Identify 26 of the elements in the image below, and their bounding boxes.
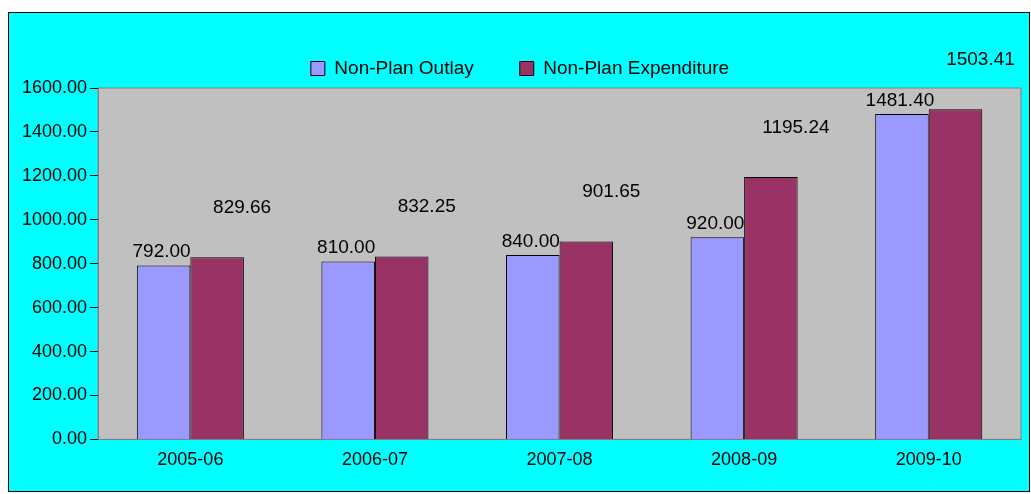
y-tick-label: 1000.00	[21, 208, 88, 229]
data-label: 920.00	[686, 212, 745, 234]
legend-label: Non-Plan Outlay	[334, 56, 475, 78]
x-tick-label: 2008-09	[711, 449, 778, 470]
data-label: 1503.41	[946, 47, 1015, 69]
y-tick-label: 200.00	[32, 384, 88, 405]
data-label: 840.00	[501, 229, 560, 251]
y-tick-label: 800.00	[32, 252, 88, 273]
data-label: 810.00	[317, 236, 376, 258]
legend-label: Non-Plan Expenditure	[543, 56, 730, 78]
data-label: 792.00	[132, 240, 191, 262]
data-label: 1195.24	[762, 115, 830, 137]
y-tick-label: 1400.00	[21, 120, 88, 141]
x-tick-label: 2007-08	[526, 449, 593, 470]
y-tick-label: 600.00	[32, 296, 88, 317]
y-tick-label: 1200.00	[21, 164, 88, 185]
data-label: 829.66	[213, 195, 272, 217]
data-label: 832.25	[397, 195, 456, 217]
y-tick-label: 0.00	[52, 428, 88, 449]
x-tick-label: 2009-10	[895, 449, 962, 470]
data-label: 1481.40	[865, 88, 935, 110]
data-label: 901.65	[582, 180, 641, 202]
y-tick-label: 1600.00	[21, 76, 88, 97]
x-tick-label: 2005-06	[157, 449, 224, 470]
x-tick-label: 2006-07	[341, 449, 408, 470]
y-tick-label: 400.00	[32, 340, 88, 361]
